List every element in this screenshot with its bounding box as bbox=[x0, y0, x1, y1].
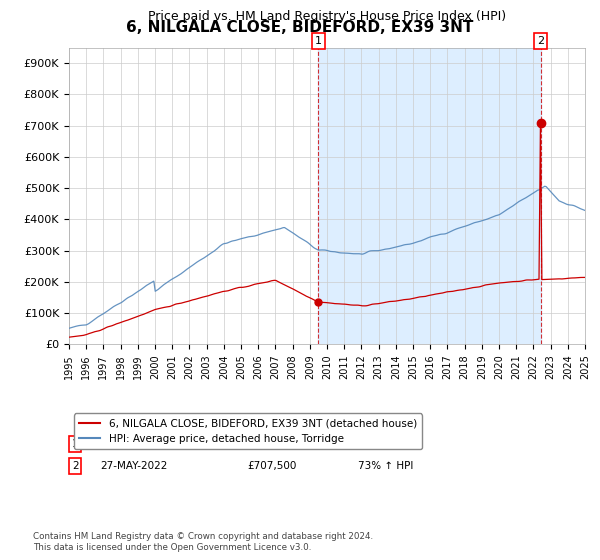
Text: Contains HM Land Registry data © Crown copyright and database right 2024.
This d: Contains HM Land Registry data © Crown c… bbox=[33, 532, 373, 552]
Text: 2: 2 bbox=[72, 461, 79, 471]
Text: 6, NILGALA CLOSE, BIDEFORD, EX39 3NT: 6, NILGALA CLOSE, BIDEFORD, EX39 3NT bbox=[127, 20, 473, 35]
Text: 44% ↓ HPI: 44% ↓ HPI bbox=[358, 439, 413, 449]
Text: 73% ↑ HPI: 73% ↑ HPI bbox=[358, 461, 413, 471]
Bar bbox=[319, 48, 541, 344]
Text: £135,000: £135,000 bbox=[247, 439, 296, 449]
Legend: 6, NILGALA CLOSE, BIDEFORD, EX39 3NT (detached house), HPI: Average price, detac: 6, NILGALA CLOSE, BIDEFORD, EX39 3NT (de… bbox=[74, 413, 422, 449]
Text: £707,500: £707,500 bbox=[247, 461, 296, 471]
Text: 1: 1 bbox=[315, 36, 322, 46]
Text: 2: 2 bbox=[537, 36, 544, 46]
Text: 25-JUN-2009: 25-JUN-2009 bbox=[100, 439, 166, 449]
Title: Price paid vs. HM Land Registry's House Price Index (HPI): Price paid vs. HM Land Registry's House … bbox=[148, 10, 506, 23]
Text: 27-MAY-2022: 27-MAY-2022 bbox=[100, 461, 167, 471]
Text: 1: 1 bbox=[72, 439, 79, 449]
